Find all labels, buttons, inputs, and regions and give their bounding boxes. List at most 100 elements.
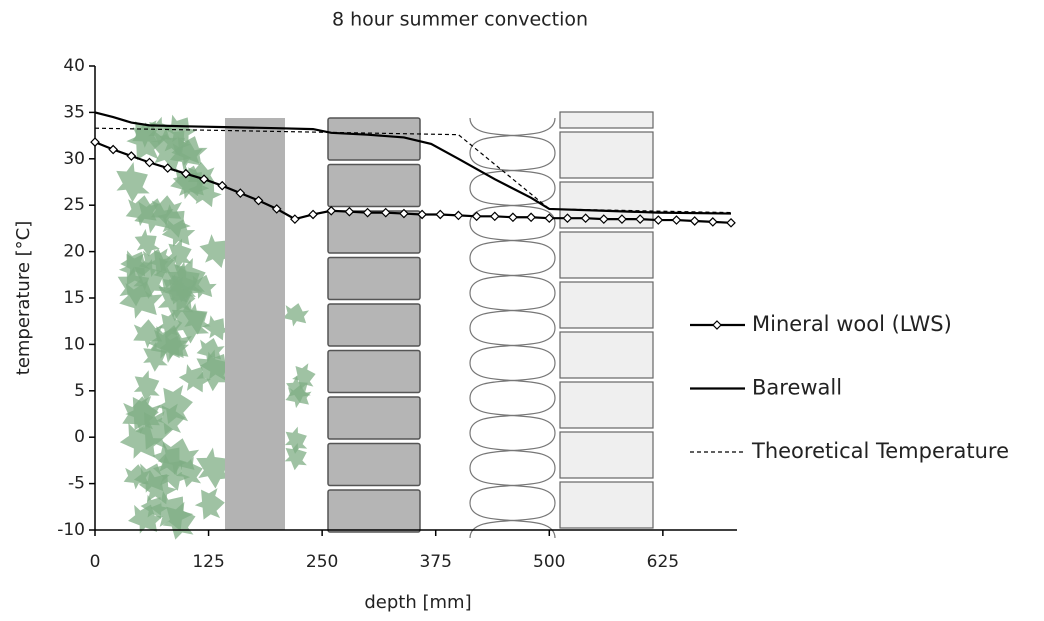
ivy-leaf	[125, 395, 159, 431]
data-point	[199, 174, 209, 185]
data-point	[689, 216, 700, 226]
insulation-loop	[469, 152, 556, 189]
ivy-leaf	[117, 266, 153, 307]
data-point	[271, 204, 282, 214]
insulation-loop	[469, 292, 556, 329]
data-point	[362, 207, 373, 218]
y-tick-label: 0	[74, 427, 85, 447]
light-brick	[559, 481, 654, 529]
series-line	[94, 111, 732, 215]
ivy-leaf	[178, 364, 212, 393]
data-point	[580, 213, 591, 224]
data-point	[90, 137, 100, 147]
ivy-leaf	[116, 162, 150, 203]
brick	[327, 117, 421, 161]
ivy-leaf	[138, 248, 172, 277]
data-point	[617, 214, 627, 224]
ivy-leaf	[196, 447, 233, 489]
y-axis-label: temperature [°C]	[13, 221, 34, 375]
ivy-leaf	[202, 315, 231, 341]
wall-illustration	[116, 111, 654, 540]
data-point	[726, 217, 736, 228]
y-tick-label: 30	[63, 149, 85, 169]
y-tick-label: -5	[68, 474, 85, 494]
x-tick-label: 125	[192, 552, 224, 572]
brick	[327, 396, 421, 440]
data-point	[653, 215, 664, 225]
x-axis-label: depth [mm]	[364, 592, 471, 613]
light-brick	[559, 331, 654, 379]
data-point	[508, 212, 518, 223]
ivy-leaf	[282, 303, 310, 327]
ivy-leaf	[118, 253, 151, 286]
ivy-leaf	[150, 325, 192, 364]
brick	[327, 489, 421, 533]
data-point	[707, 217, 718, 227]
data-point	[253, 195, 264, 206]
ivy-leaf	[119, 422, 164, 459]
brick	[327, 163, 421, 208]
ivy-leaf	[157, 204, 191, 238]
x-tick-label: 500	[533, 552, 565, 572]
data-point	[308, 209, 318, 220]
brick	[327, 442, 421, 487]
ivy-leaf	[148, 116, 172, 146]
ivy-leaf	[194, 488, 225, 520]
light-brick	[559, 281, 654, 329]
plaster	[225, 118, 285, 530]
ivy-leaf	[284, 442, 307, 471]
ivy-leaf	[292, 363, 316, 390]
data-point	[489, 211, 500, 222]
brick	[327, 210, 421, 254]
insulation-loop	[469, 432, 556, 469]
data-point	[326, 205, 337, 216]
legend-label: Theoretical Temperature	[751, 439, 1009, 463]
ivy-leaf	[166, 238, 192, 269]
data-point	[435, 209, 446, 220]
data-point	[108, 144, 119, 155]
insulation-loop	[469, 117, 556, 154]
y-tick-label: 25	[63, 195, 85, 215]
data-point	[671, 215, 682, 225]
data-point	[453, 210, 464, 221]
legend-marker	[712, 320, 722, 330]
y-tick-label: 35	[63, 102, 85, 122]
ivy-leaf	[182, 303, 211, 335]
data-point	[562, 213, 573, 224]
ivy-leaf	[188, 176, 222, 208]
insulation-loop	[469, 327, 556, 364]
ivy-leaf	[128, 504, 164, 534]
ivy-leaf	[149, 127, 192, 173]
light-brick	[559, 381, 654, 429]
data-point	[144, 157, 155, 168]
data-point	[399, 208, 409, 219]
ivy-leaf	[157, 438, 200, 475]
data-point	[526, 212, 536, 223]
y-tick-label: 20	[63, 242, 85, 262]
x-tick-label: 250	[306, 552, 338, 572]
series-line	[94, 127, 732, 214]
data-point	[417, 209, 427, 220]
data-point	[162, 163, 173, 173]
y-tick-label: 40	[63, 56, 85, 76]
y-tick-label: 10	[63, 334, 85, 354]
light-brick	[559, 431, 654, 479]
data-point	[380, 207, 391, 218]
data-point	[598, 214, 609, 224]
data-point	[217, 180, 228, 191]
data-point	[290, 214, 300, 224]
insulation-loop	[469, 362, 556, 399]
legend-label: Barewall	[752, 376, 842, 400]
brick	[327, 256, 421, 301]
light-brick	[559, 131, 654, 179]
brick	[327, 303, 421, 347]
data-point	[635, 214, 645, 224]
data-point	[344, 206, 355, 217]
insulation-loop	[469, 222, 556, 259]
insulation-loop	[469, 467, 556, 504]
chart-title: 8 hour summer convection	[332, 9, 588, 31]
ivy-leaf	[150, 195, 182, 226]
data-point	[181, 168, 191, 179]
data-point	[544, 213, 555, 224]
ivy-leaf	[134, 228, 160, 257]
